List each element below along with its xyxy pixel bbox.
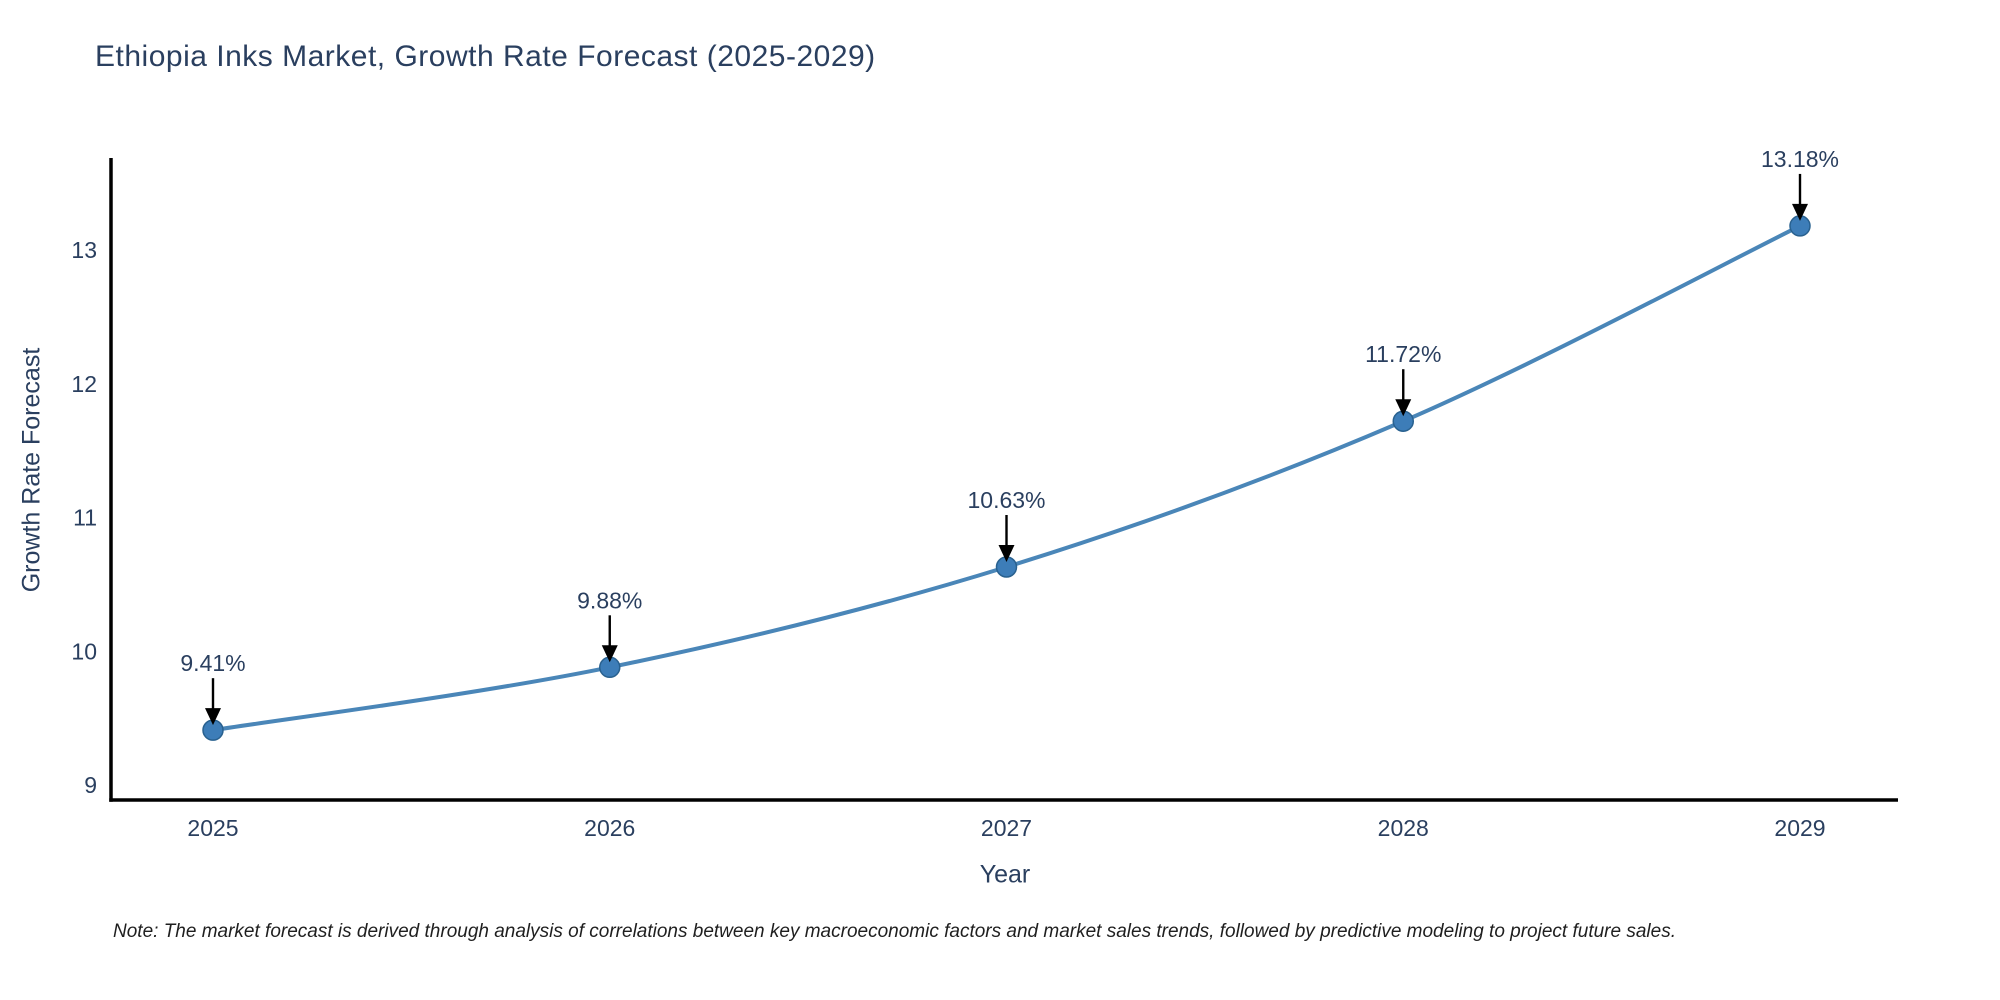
data-point-label: 9.41%: [180, 650, 245, 676]
annotation-arrowhead-icon: [601, 645, 618, 663]
y-tick-label: 12: [71, 371, 97, 397]
annotation-arrowhead-icon: [205, 708, 221, 726]
x-tick-label: 2028: [1378, 815, 1429, 841]
annotation-arrowhead-icon: [1792, 203, 1808, 221]
y-tick-label: 10: [71, 638, 97, 664]
x-tick-label: 2029: [1774, 815, 1825, 841]
y-tick-label: 11: [73, 505, 97, 531]
data-point-label: 10.63%: [967, 487, 1045, 513]
forecast-line-series: [211, 223, 1802, 733]
y-axis-title: Growth Rate Forecast: [17, 347, 46, 593]
data-point-label: 9.88%: [577, 587, 642, 613]
x-tick-label: 2025: [187, 815, 238, 841]
x-tick-label: 2026: [584, 815, 635, 841]
footnote: Note: The market forecast is derived thr…: [113, 921, 1676, 942]
chart-title: Ethiopia Inks Market, Growth Rate Foreca…: [95, 40, 876, 73]
y-tick-label: 13: [71, 237, 97, 263]
x-axis-title: Year: [979, 860, 1031, 889]
annotation-arrowhead-icon: [1395, 399, 1412, 417]
x-tick-label: 2027: [981, 815, 1032, 841]
data-point-label: 13.18%: [1761, 146, 1839, 172]
annotation-arrowhead-icon: [998, 544, 1015, 562]
data-point-label: 11.72%: [1365, 341, 1441, 367]
y-tick-label: 9: [84, 772, 97, 798]
